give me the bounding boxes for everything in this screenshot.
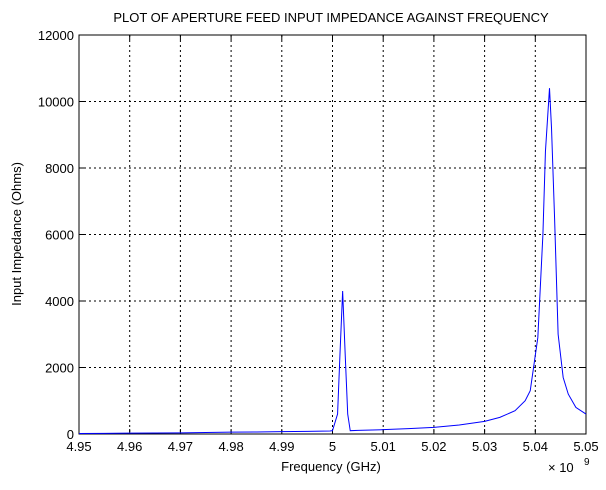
impedance-series-line [78,88,587,434]
y-tick-label: 6000 [45,228,74,243]
x-tick-label: 4.99 [269,439,294,454]
x-tick-label: 4.95 [66,439,91,454]
x-tick-label: 4.97 [168,439,193,454]
y-tick-label: 12000 [38,28,74,43]
x-tick-label: 4.96 [117,439,142,454]
y-tick-label: 10000 [38,95,74,110]
series-layer [78,88,587,434]
y-tick-label: 4000 [45,294,74,309]
y-tick-label: 2000 [45,361,74,376]
x-exponent-multiplier: × 10 [548,460,574,475]
x-tick-label: 5.05 [573,439,598,454]
x-tick-label: 5 [329,439,336,454]
chart-title: PLOT OF APERTURE FEED INPUT IMPEDANCE AG… [113,10,549,25]
x-tick-label: 5.02 [421,439,446,454]
x-axis-label: Frequency (GHz) [281,459,381,474]
x-exponent-power: 9 [584,457,590,468]
grid-lines [79,35,586,434]
tick-marks [78,34,587,435]
y-axis-label: Input Impedance (Ohms) [9,162,24,306]
y-tick-label: 0 [67,427,74,442]
x-tick-label: 5.03 [472,439,497,454]
x-tick-labels: 4.95 4.96 4.97 4.98 4.99 5 5.01 5.02 5.03 5.04 5.0… [66,439,598,454]
x-tick-label: 4.98 [218,439,243,454]
x-tick-label: 5.01 [371,439,396,454]
y-tick-label: 8000 [45,161,74,176]
x-tick-label: 5.04 [523,439,548,454]
y-tick-labels: 0 2000 4000 6000 8000 10000 12000 [38,28,74,442]
